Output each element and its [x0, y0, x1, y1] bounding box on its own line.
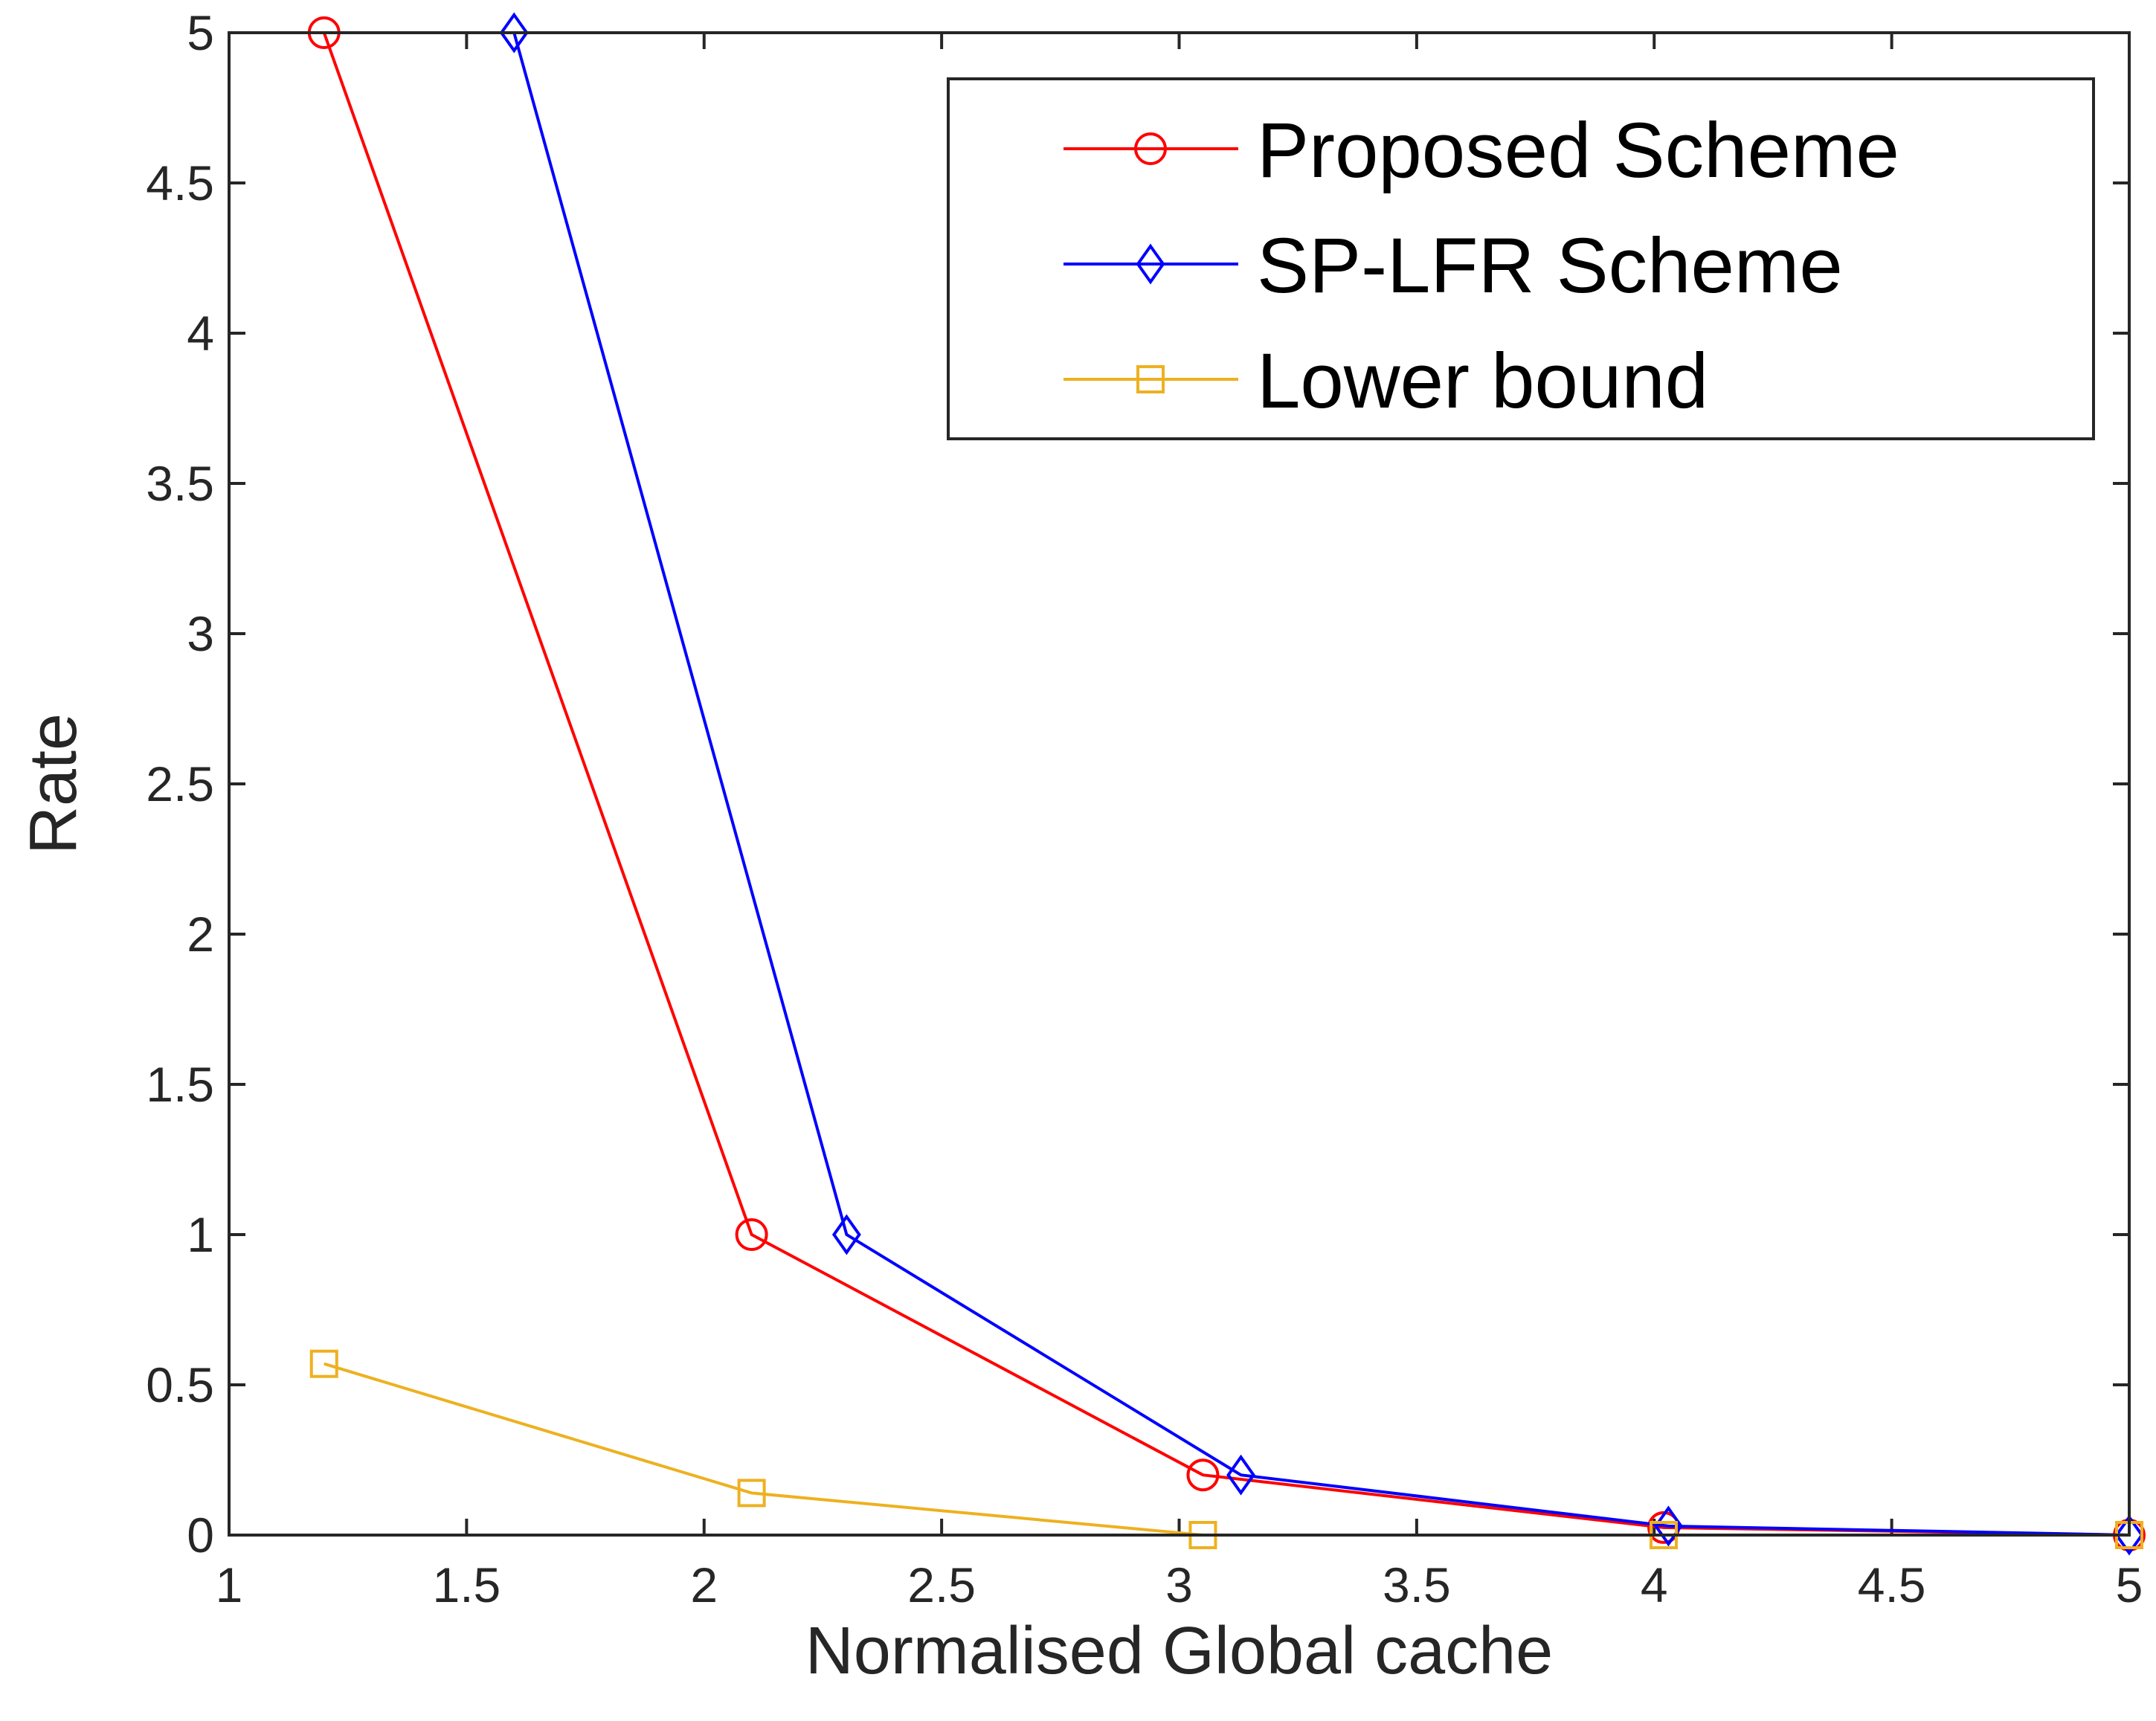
- y-axis-label: Rate: [16, 713, 91, 855]
- data-point-circle: [1186, 1458, 1220, 1492]
- data-point-diamond: [831, 1214, 861, 1255]
- x-tick-label: 2: [690, 1557, 718, 1612]
- x-tick-label: 1.5: [433, 1557, 501, 1612]
- legend-item: SP-LFR Scheme: [1063, 222, 1843, 309]
- legend-label: SP-LFR Scheme: [1257, 222, 1843, 309]
- y-tick-label: 4: [187, 306, 214, 361]
- y-tick-label: 1: [187, 1207, 214, 1262]
- legend: Proposed Scheme SP-LFR Scheme Lower bound: [947, 77, 2095, 440]
- y-tick-label: 1.5: [146, 1057, 214, 1112]
- data-point-circle: [735, 1218, 768, 1251]
- series-sp-lfr-scheme: [499, 12, 2144, 1556]
- legend-item: Lower bound: [1063, 338, 1708, 425]
- data-point-square: [737, 1479, 766, 1508]
- series-lower-bound: [309, 1349, 2143, 1549]
- y-axis-ticks: 0 0.5 1 1.5 2 2.5 3 3.5 4 4.5 5: [146, 5, 2129, 1563]
- x-tick-label: 4: [1641, 1557, 1668, 1612]
- y-tick-label: 3.5: [146, 456, 214, 511]
- y-tick-label: 0.5: [146, 1357, 214, 1412]
- data-point-diamond: [1136, 243, 1165, 285]
- data-point-diamond: [499, 12, 529, 54]
- y-tick-label: 2.5: [146, 756, 214, 811]
- y-tick-label: 5: [187, 5, 214, 60]
- x-tick-label: 3: [1165, 1557, 1193, 1612]
- x-tick-label: 1: [216, 1557, 243, 1612]
- data-point-diamond: [1226, 1454, 1255, 1496]
- x-axis-label: Normalised Global cache: [805, 1614, 1553, 1688]
- data-point-square: [309, 1349, 338, 1378]
- y-tick-label: 2: [187, 907, 214, 962]
- data-point-diamond: [2114, 1514, 2144, 1556]
- series-line: [512, 32, 2130, 1537]
- series-line: [324, 1362, 2129, 1537]
- legend-item: Proposed Scheme: [1063, 107, 1899, 194]
- y-tick-label: 3: [187, 606, 214, 661]
- plot-frame: [228, 31, 2131, 1537]
- y-tick-label: 4.5: [146, 155, 214, 210]
- x-axis-ticks: 1 1.5 2 2.5 3 3.5 4 4.5 5: [216, 33, 2143, 1612]
- y-tick-label: 0: [187, 1508, 214, 1563]
- x-tick-label: 4.5: [1858, 1557, 1926, 1612]
- data-point-circle: [1134, 132, 1167, 165]
- x-tick-label: 3.5: [1383, 1557, 1451, 1612]
- legend-label: Proposed Scheme: [1257, 107, 1899, 194]
- x-tick-label: 2.5: [907, 1557, 976, 1612]
- data-point-square: [1136, 365, 1165, 393]
- legend-label: Lower bound: [1257, 338, 1708, 425]
- x-tick-label: 5: [2116, 1557, 2143, 1612]
- data-point-diamond: [1653, 1505, 1683, 1547]
